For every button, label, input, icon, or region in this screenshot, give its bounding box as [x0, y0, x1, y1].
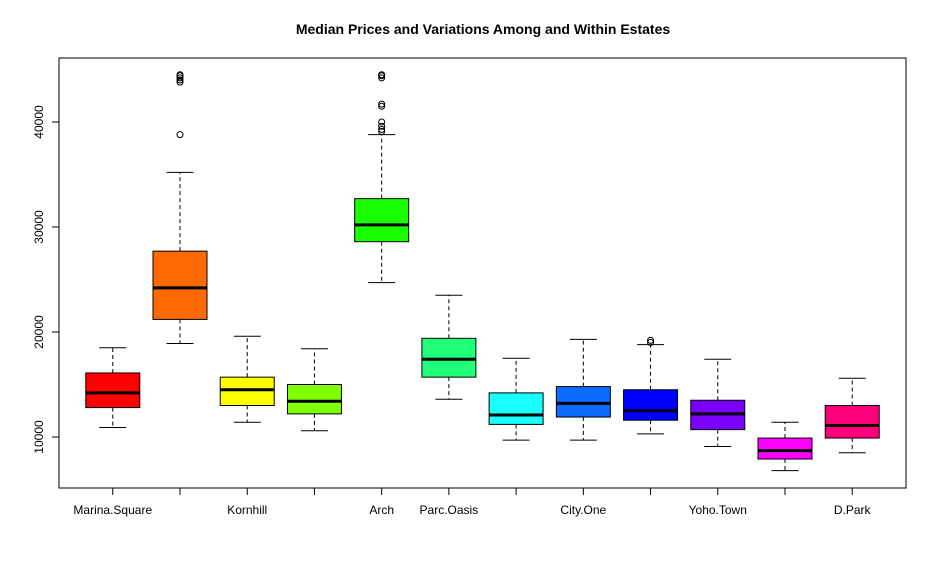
outlier-point: [176, 76, 184, 84]
x-tick-label: City.One: [560, 503, 606, 517]
outlier-point: [378, 118, 386, 126]
outlier-point: [176, 131, 184, 139]
y-tick-label: 30000: [32, 210, 46, 244]
box: [85, 372, 141, 409]
y-tick-label: 10000: [32, 420, 46, 454]
box: [824, 405, 880, 439]
box: [488, 392, 544, 425]
box: [555, 386, 611, 418]
plot-frame: [58, 57, 907, 489]
outlier-point: [378, 102, 386, 110]
outlier-point: [378, 125, 386, 133]
box: [286, 384, 342, 415]
box: [421, 337, 477, 378]
box: [354, 198, 410, 243]
x-tick-label: Kornhill: [227, 503, 267, 517]
x-tick-label: Parc.Oasis: [420, 503, 479, 517]
outlier-point: [378, 74, 386, 82]
x-tick-label: D.Park: [834, 503, 872, 517]
box: [757, 437, 813, 460]
y-tick-label: 40000: [32, 105, 46, 139]
box: [219, 376, 275, 406]
outlier-point: [378, 100, 386, 108]
outlier-point: [647, 336, 655, 344]
box: [623, 389, 679, 421]
outlier-point: [378, 122, 386, 130]
x-tick-label: Arch: [369, 503, 394, 517]
outlier-point: [647, 339, 655, 346]
box: [152, 250, 208, 320]
outlier-point: [176, 71, 184, 79]
chart-title: Median Prices and Variations Among and W…: [295, 21, 671, 37]
outlier-point: [378, 127, 386, 135]
x-tick-label: Yoho.Town: [689, 503, 747, 517]
x-tick-label: Marina.Square: [73, 503, 152, 517]
outlier-point: [176, 74, 184, 82]
y-tick-label: 20000: [32, 315, 46, 349]
outlier-point: [378, 71, 386, 79]
